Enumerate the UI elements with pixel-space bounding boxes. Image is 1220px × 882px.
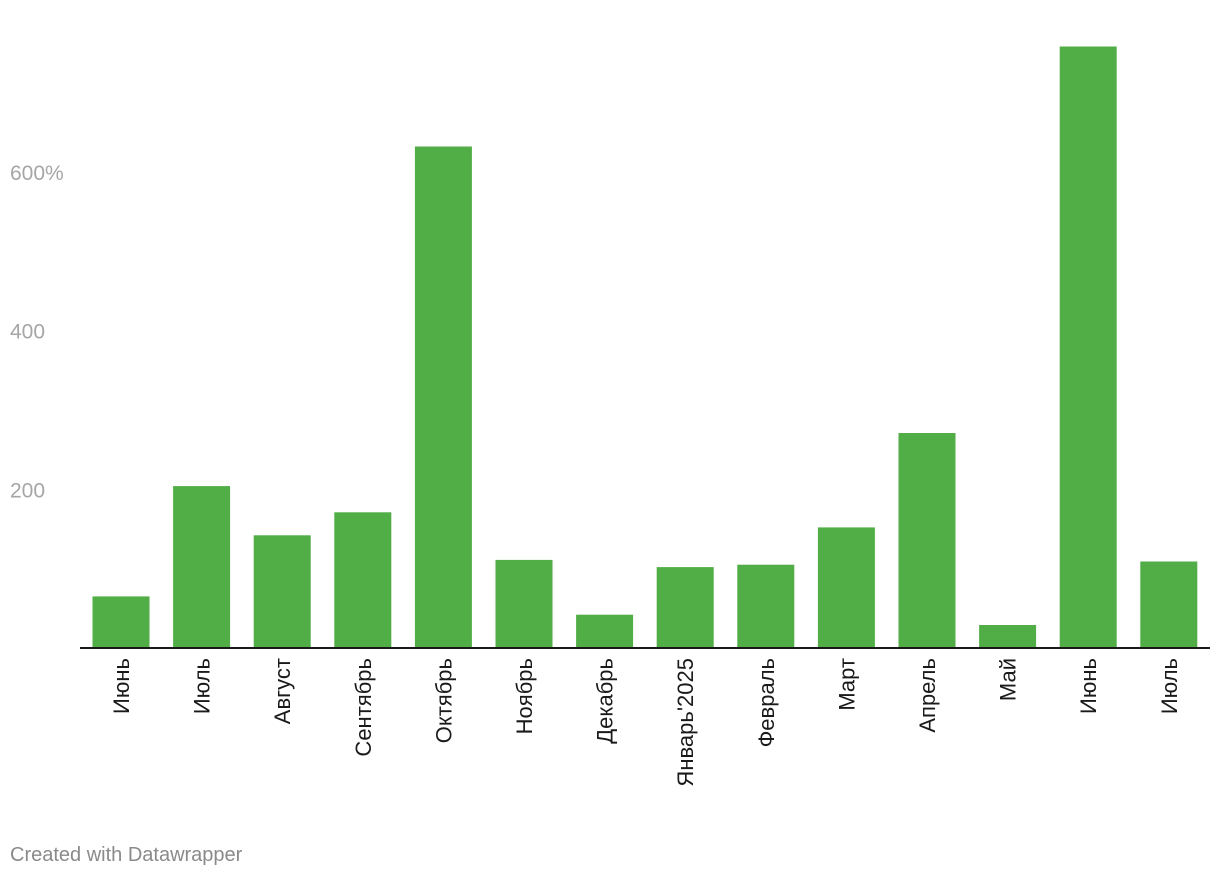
bar <box>1059 46 1117 648</box>
bar <box>576 614 634 648</box>
bar <box>495 559 553 648</box>
x-tick-label: Июнь <box>109 658 134 714</box>
x-tick-label: Ноябрь <box>512 658 537 734</box>
x-tick-label: Июль <box>190 658 215 714</box>
bar <box>92 596 150 648</box>
x-tick-label: Сентябрь <box>351 658 376 757</box>
y-axis: 200 400 600% <box>10 162 64 502</box>
bar <box>817 527 875 648</box>
bar <box>737 564 795 648</box>
x-tick-label: Март <box>834 658 859 711</box>
x-tick-label: Октябрь <box>431 658 456 743</box>
x-tick-label: Апрель <box>915 658 940 733</box>
x-tick-label: Январь'2025 <box>673 658 698 787</box>
bar <box>414 146 472 648</box>
x-tick-label: Февраль <box>754 658 779 747</box>
x-tick-label: Май <box>996 658 1021 701</box>
bar <box>253 535 311 648</box>
x-tick-label: Июнь <box>1076 658 1101 714</box>
y-tick-label: 200 <box>10 479 45 502</box>
y-tick-label: 600% <box>10 162 64 185</box>
y-tick-label: 400 <box>10 321 45 344</box>
x-tick-label: Август <box>270 658 295 724</box>
bar <box>1140 561 1198 648</box>
bars <box>92 46 1198 648</box>
x-tick-label: Декабрь <box>593 658 618 744</box>
datawrapper-credit: Created with Datawrapper <box>10 844 243 866</box>
bar <box>979 625 1037 648</box>
bar <box>334 512 392 648</box>
bar <box>898 433 956 648</box>
x-axis: Июнь Июль Август Сентябрь Октябрь Ноябрь Декаб… <box>109 658 1182 787</box>
x-tick-label: Июль <box>1157 658 1182 714</box>
bar <box>656 567 714 648</box>
bar <box>173 486 231 648</box>
